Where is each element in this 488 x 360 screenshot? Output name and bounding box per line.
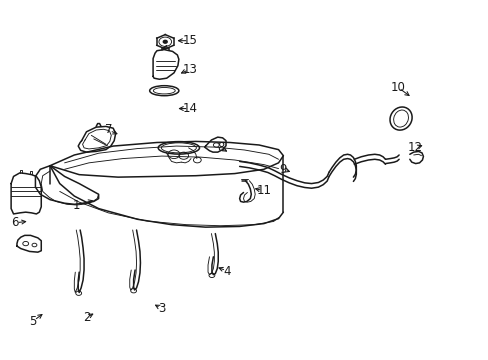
Text: 7: 7 [104, 123, 112, 136]
Text: 6: 6 [11, 216, 19, 229]
Text: 9: 9 [279, 163, 286, 176]
Text: 11: 11 [256, 184, 271, 197]
Text: 15: 15 [182, 34, 197, 47]
Text: 8: 8 [217, 141, 224, 154]
Text: 13: 13 [182, 63, 197, 76]
Circle shape [163, 40, 167, 43]
Text: 3: 3 [158, 302, 165, 315]
Text: 10: 10 [389, 81, 404, 94]
Text: 1: 1 [73, 198, 81, 212]
Text: 4: 4 [224, 265, 231, 278]
Text: 14: 14 [182, 102, 197, 115]
Text: 2: 2 [82, 311, 90, 324]
Text: 5: 5 [29, 315, 37, 328]
Text: 12: 12 [407, 141, 422, 154]
